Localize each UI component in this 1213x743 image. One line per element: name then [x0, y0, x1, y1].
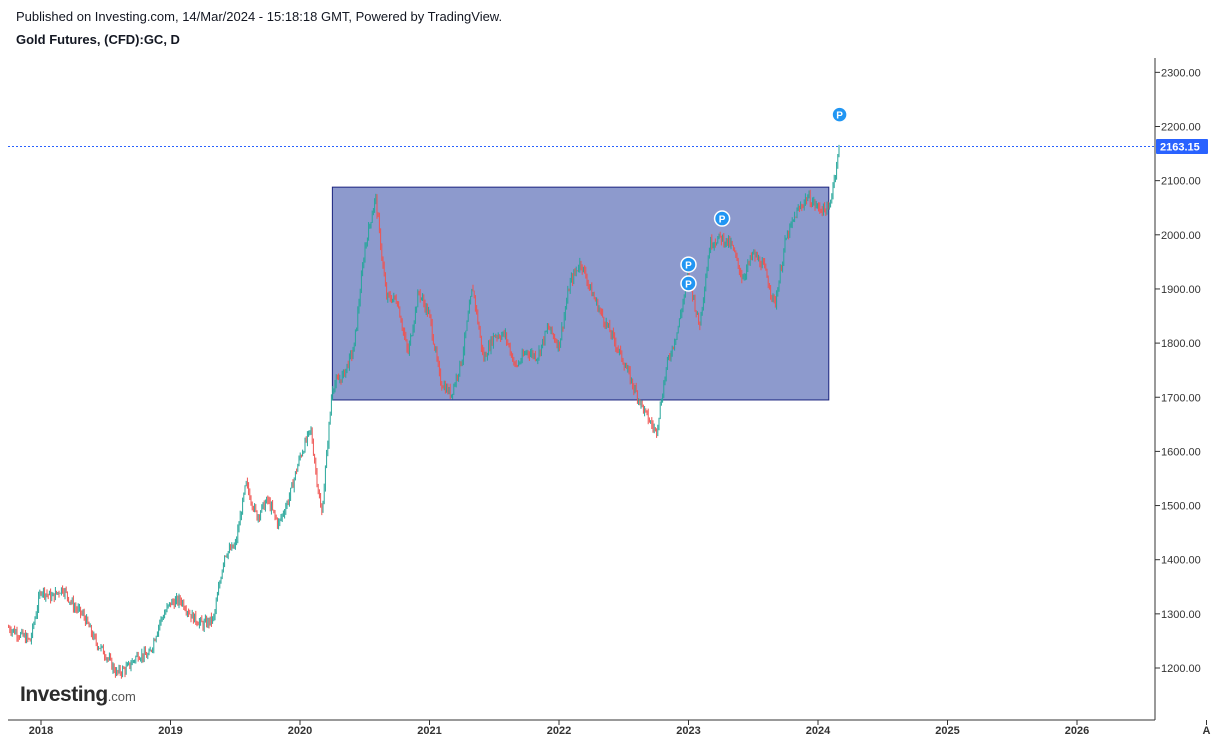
p-marker-circle	[831, 106, 848, 123]
y-tick-label: 1400.00	[1161, 555, 1201, 567]
y-tick-label: 1900.00	[1161, 284, 1201, 296]
x-tick-label: 2019	[158, 725, 182, 737]
y-tick-label: 1700.00	[1161, 392, 1201, 404]
current-price-label: 2163.15	[1160, 141, 1200, 153]
y-tick-label: 1300.00	[1161, 609, 1201, 621]
y-tick-label: 1200.00	[1161, 663, 1201, 675]
p-marker-circle	[680, 275, 697, 292]
x-tick-label: A	[1203, 725, 1211, 737]
x-tick-label: 2023	[676, 725, 700, 737]
p-marker-label: P	[685, 261, 692, 272]
p-marker[interactable]: P	[831, 106, 848, 123]
x-tick-label: 2021	[417, 725, 441, 737]
x-tick-label: 2020	[288, 725, 312, 737]
p-marker[interactable]: P	[713, 210, 731, 227]
investing-logo: Investing.com	[20, 683, 136, 707]
price-axis: 1200.00 1300.00 1400.00 1500.00 1600.00 1700.…	[1155, 67, 1201, 675]
p-marker-circle	[680, 256, 697, 273]
p-marker[interactable]: P	[680, 275, 697, 292]
y-tick-label: 1800.00	[1161, 338, 1201, 350]
logo-main: Investing	[20, 683, 108, 706]
p-marker[interactable]: P	[680, 256, 697, 273]
x-tick-label: 2022	[547, 725, 571, 737]
x-tick-label: 2018	[29, 725, 53, 737]
x-tick-label: 2024	[806, 725, 831, 737]
range-box[interactable]	[331, 186, 830, 401]
p-marker-label: P	[836, 111, 843, 122]
p-marker-label: P	[719, 215, 726, 226]
publish-info: Published on Investing.com, 14/Mar/2024 …	[16, 9, 503, 24]
current-price-tag: 2163.15	[1156, 138, 1208, 154]
p-marker-circle	[713, 210, 731, 227]
symbol-title: Gold Futures, (CFD):GC, D	[16, 32, 180, 47]
time-axis: 2018 2019 2020 2021 2022 2023 2024 2025 2026 A	[29, 720, 1211, 737]
y-tick-label: 2200.00	[1161, 122, 1201, 134]
y-tick-label: 1600.00	[1161, 446, 1201, 458]
y-tick-label: 2100.00	[1161, 176, 1201, 188]
y-tick-label: 1500.00	[1161, 501, 1201, 513]
x-tick-label: 2025	[935, 725, 959, 737]
x-tick-label: 2026	[1065, 725, 1089, 737]
p-marker-label: P	[685, 280, 692, 291]
logo-suffix: .com	[107, 689, 136, 704]
y-tick-label: 2000.00	[1161, 230, 1201, 242]
y-tick-label: 2300.00	[1161, 67, 1201, 79]
candles	[8, 144, 840, 679]
